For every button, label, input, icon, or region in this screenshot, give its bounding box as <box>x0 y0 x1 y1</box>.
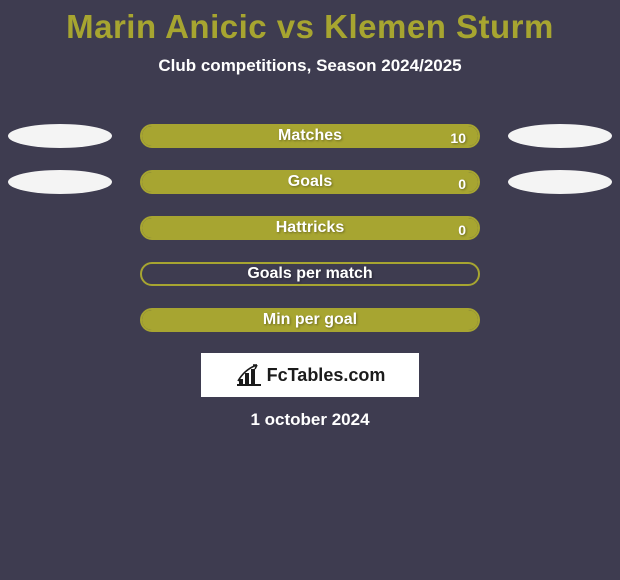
logo: FcTables.com <box>235 363 386 387</box>
stat-row: Goals per match <box>0 262 620 308</box>
subtitle: Club competitions, Season 2024/2025 <box>0 56 620 76</box>
right-ellipse <box>508 170 612 194</box>
stat-row: 0Hattricks <box>0 216 620 262</box>
stat-label: Goals <box>140 170 480 194</box>
right-ellipse <box>508 124 612 148</box>
stat-row: 10Matches <box>0 124 620 170</box>
logo-text: FcTables.com <box>267 365 386 386</box>
bar-chart-icon <box>235 363 263 387</box>
date-label: 1 october 2024 <box>0 410 620 430</box>
stat-row: Min per goal <box>0 308 620 354</box>
page-title: Marin Anicic vs Klemen Sturm <box>0 0 620 46</box>
stat-label: Matches <box>140 124 480 148</box>
infographic-root: Marin Anicic vs Klemen Sturm Club compet… <box>0 0 620 580</box>
stat-label: Min per goal <box>140 308 480 332</box>
logo-box: FcTables.com <box>201 353 419 397</box>
stat-row: 0Goals <box>0 170 620 216</box>
stat-label: Goals per match <box>140 262 480 286</box>
left-ellipse <box>8 124 112 148</box>
left-ellipse <box>8 170 112 194</box>
stats-rows: 10Matches0Goals0HattricksGoals per match… <box>0 124 620 354</box>
stat-label: Hattricks <box>140 216 480 240</box>
